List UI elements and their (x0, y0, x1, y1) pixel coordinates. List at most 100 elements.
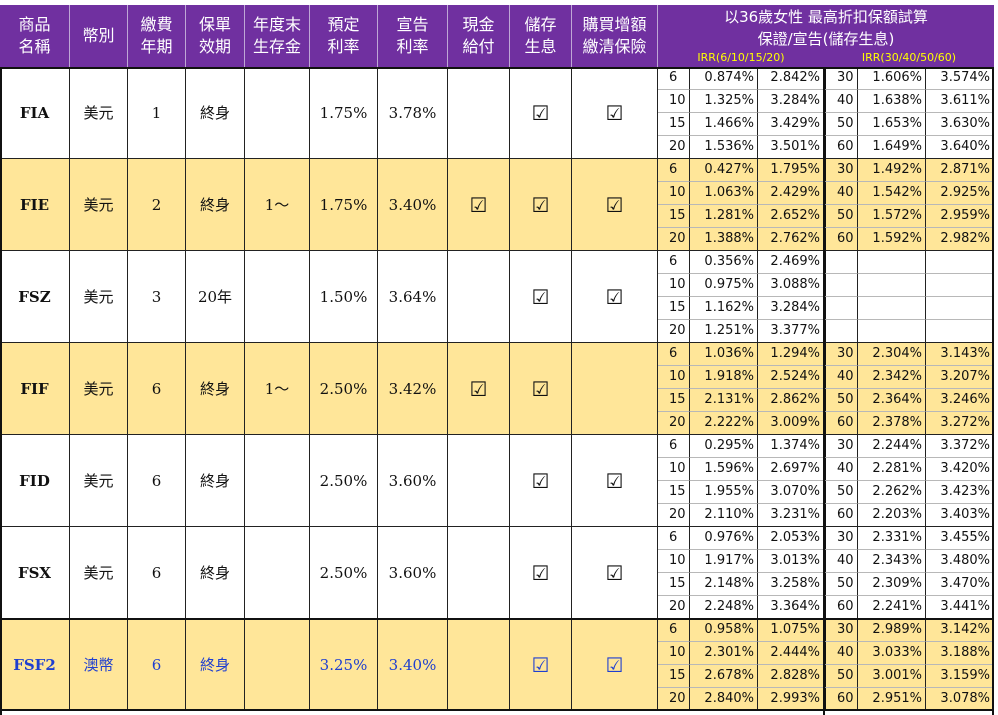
irr-long-guaranteed: 3.033% (858, 642, 926, 665)
irr-short-year: 10 (658, 274, 690, 297)
irr-short-guaranteed: 2.840% (690, 688, 758, 711)
irr-long-guaranteed: 2.244% (858, 435, 926, 458)
irr-long-year: 60 (824, 504, 858, 527)
irr-long-year (824, 274, 858, 297)
header-survival-benefit: 年度末 生存金 (245, 5, 310, 67)
irr-short-year: 20 (658, 412, 690, 435)
irr-short-year: 10 (658, 458, 690, 481)
irr-long-guaranteed (858, 320, 926, 343)
irr-long-year: 40 (824, 366, 858, 389)
irr-short-year: 15 (658, 573, 690, 596)
paid-up-addition-check-cell: ☑ (572, 435, 658, 527)
irr-short-year: 10 (658, 90, 690, 113)
declared-rate-cell: 3.78% (378, 67, 448, 159)
irr-short-year: 15 (658, 113, 690, 136)
irr-short-declared: 1.374% (758, 435, 824, 458)
product-name-text: FSX (17, 563, 52, 582)
irr-long-year: 40 (824, 90, 858, 113)
irr-long-declared: 3.470% (926, 573, 994, 596)
validity-cell-text: 20年 (197, 288, 233, 306)
irr-long-guaranteed: 2.203% (858, 504, 926, 527)
irr-long-guaranteed: 2.281% (858, 458, 926, 481)
checkbox-checked-icon: ☑ (605, 284, 624, 309)
validity-cell: 終身 (186, 343, 245, 435)
cash-payment-check-cell (448, 527, 510, 619)
irr-short-declared: 2.429% (758, 182, 824, 205)
checkbox-checked-icon: ☑ (469, 376, 488, 401)
irr-long-declared: 2.982% (926, 228, 994, 251)
declared-rate-cell-text: 3.60% (388, 471, 437, 490)
currency-cell: 美元 (70, 435, 128, 527)
irr-short-declared: 3.364% (758, 596, 824, 619)
irr-long-year: 50 (824, 113, 858, 136)
irr-short-declared: 1.294% (758, 343, 824, 366)
paid-up-addition-check-cell: ☑ (572, 527, 658, 619)
declared-rate-cell: 3.60% (378, 527, 448, 619)
irr-long-declared (926, 297, 994, 320)
irr-short-year: 6 (658, 343, 690, 366)
deposit-interest-check-cell: ☑ (510, 67, 572, 159)
declared-rate-cell: 3.40% (378, 159, 448, 251)
validity-cell: 20年 (186, 251, 245, 343)
pay-years-cell-text: 6 (151, 563, 162, 582)
declared-rate-cell-text: 3.60% (388, 563, 437, 582)
irr-short-guaranteed: 0.295% (690, 435, 758, 458)
header-declared-rate: 宣告 利率 (378, 5, 448, 67)
irr-short-guaranteed: 1.325% (690, 90, 758, 113)
irr-long-year: 40 (824, 182, 858, 205)
product-name: FID (0, 435, 70, 527)
irr-short-declared: 3.377% (758, 320, 824, 343)
irr-short-year: 15 (658, 389, 690, 412)
irr-long-declared: 2.871% (926, 159, 994, 182)
validity-cell-text: 終身 (199, 472, 230, 490)
irr-short-year: 10 (658, 366, 690, 389)
assumed-rate-cell: 3.25% (310, 619, 378, 711)
deposit-interest-check-cell: ☑ (510, 527, 572, 619)
irr-long-declared: 3.372% (926, 435, 994, 458)
product-name-text: FIE (19, 195, 50, 214)
validity-cell-text: 終身 (199, 380, 230, 398)
irr-short-guaranteed: 0.356% (690, 251, 758, 274)
header-irr-block: 以36歲女性 最高折扣保額試算 保證/宣告(儲存生息) IRR(6/10/15/20… (658, 5, 994, 67)
product-name-text: FID (19, 471, 50, 490)
irr-short-year: 6 (658, 527, 690, 550)
irr-short-declared: 1.075% (758, 619, 824, 642)
irr-long-year: 40 (824, 642, 858, 665)
assumed-rate-cell: 2.50% (310, 527, 378, 619)
assumed-rate-cell: 1.75% (310, 159, 378, 251)
checkbox-checked-icon: ☑ (605, 192, 624, 217)
survival-benefit-cell (245, 251, 310, 343)
pay-years-cell: 1 (128, 67, 186, 159)
irr-long-year: 30 (824, 343, 858, 366)
irr-long-guaranteed: 2.364% (858, 389, 926, 412)
header-product-name: 商品 名稱 (0, 5, 70, 67)
irr-short-guaranteed: 1.918% (690, 366, 758, 389)
checkbox-checked-icon: ☑ (531, 560, 550, 585)
irr-short-year: 20 (658, 228, 690, 251)
header-irr-long-label: IRR(30/40/50/60) (861, 51, 957, 64)
irr-short-guaranteed: 2.131% (690, 389, 758, 412)
currency-cell: 美元 (70, 67, 128, 159)
irr-long-guaranteed: 1.638% (858, 90, 926, 113)
declared-rate-cell: 3.40% (378, 619, 448, 711)
irr-long-year (824, 251, 858, 274)
assumed-rate-cell-text: 2.50% (319, 379, 368, 398)
irr-long-guaranteed: 2.989% (858, 619, 926, 642)
survival-benefit-cell-text: 1～ (264, 380, 290, 398)
survival-benefit-cell (245, 435, 310, 527)
checkbox-checked-icon: ☑ (531, 100, 550, 125)
irr-short-year: 20 (658, 596, 690, 619)
irr-long-guaranteed: 1.542% (858, 182, 926, 205)
irr-long-year (824, 297, 858, 320)
irr-short-year: 15 (658, 481, 690, 504)
irr-short-declared: 3.429% (758, 113, 824, 136)
irr-long-guaranteed: 3.001% (858, 665, 926, 688)
irr-long-guaranteed: 2.342% (858, 366, 926, 389)
irr-long-declared (926, 274, 994, 297)
irr-long-year: 50 (824, 389, 858, 412)
irr-divider (823, 67, 825, 715)
irr-short-guaranteed: 0.976% (690, 527, 758, 550)
cash-payment-check-cell (448, 251, 510, 343)
irr-short-declared: 2.762% (758, 228, 824, 251)
currency-cell: 美元 (70, 159, 128, 251)
